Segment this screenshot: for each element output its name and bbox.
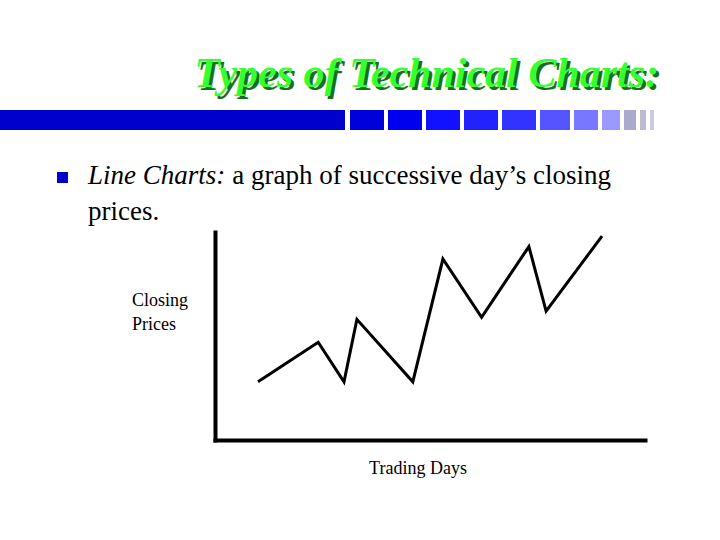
bullet [57, 172, 68, 183]
band-square [502, 110, 536, 130]
axis-line [216, 439, 646, 443]
plot-area [258, 236, 602, 382]
x-axis [216, 440, 646, 441]
band-square [426, 110, 460, 130]
bullet-desc: a graph of successive day’s closing [232, 160, 611, 190]
band-square [624, 110, 636, 130]
band-square [640, 110, 646, 130]
y-axis [215, 233, 216, 441]
band-square [540, 110, 570, 130]
band-square [350, 110, 384, 130]
price-line [258, 236, 602, 382]
background [0, 0, 720, 540]
band-bar [0, 110, 345, 130]
band-square [464, 110, 498, 130]
slide: Types of Technical Charts:Types of Techn… [0, 0, 720, 540]
band-square [650, 110, 654, 130]
decor-band [0, 110, 654, 130]
bullet-term: Line Charts: [87, 160, 225, 190]
band-square [388, 110, 422, 130]
band-square [574, 110, 598, 130]
band-square [602, 110, 620, 130]
bullet-desc: prices. [88, 196, 159, 226]
axis-line [214, 233, 218, 441]
x-axis-title: Trading Days [369, 458, 467, 478]
bullet-text: Line Charts:a graph of successive day’s … [87, 160, 611, 190]
title: Types of Technical Charts: [194, 50, 659, 96]
y-axis-title: ClosingPrices [132, 290, 188, 334]
